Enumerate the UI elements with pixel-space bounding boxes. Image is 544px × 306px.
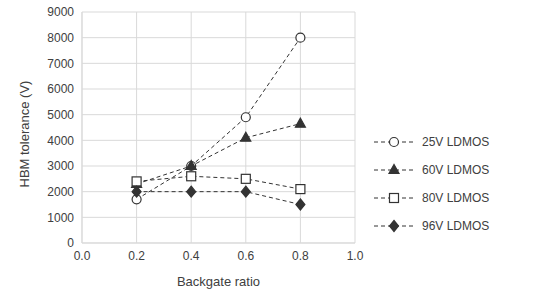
svg-text:0.4: 0.4 bbox=[183, 249, 200, 263]
svg-text:4000: 4000 bbox=[47, 134, 74, 148]
html-text:25V LDMOS: 25V LDMOS bbox=[422, 135, 490, 149]
svg-text:0.6: 0.6 bbox=[237, 249, 254, 263]
svg-text:8000: 8000 bbox=[47, 31, 74, 45]
svg-text:3000: 3000 bbox=[47, 159, 74, 173]
html-text:80V LDMOS: 80V LDMOS bbox=[422, 191, 490, 205]
svg-text:6000: 6000 bbox=[47, 82, 74, 96]
svg-text:7000: 7000 bbox=[47, 57, 74, 71]
svg-text:1000: 1000 bbox=[47, 211, 74, 225]
html-text:60V LDMOS: 60V LDMOS bbox=[422, 163, 490, 177]
svg-text:HBM tolerance (V): HBM tolerance (V) bbox=[17, 81, 32, 188]
html-text:96V LDMOS: 96V LDMOS bbox=[422, 219, 490, 233]
svg-text:0.8: 0.8 bbox=[292, 249, 309, 263]
svg-text:5000: 5000 bbox=[47, 108, 74, 122]
svg-text:0.0: 0.0 bbox=[74, 249, 91, 263]
svg-text:2000: 2000 bbox=[47, 185, 74, 199]
svg-text:Backgate ratio: Backgate ratio bbox=[177, 274, 260, 289]
svg-text:9000: 9000 bbox=[47, 5, 74, 19]
svg-text:0.2: 0.2 bbox=[128, 249, 145, 263]
svg-text:0: 0 bbox=[67, 236, 74, 250]
svg-text:1.0: 1.0 bbox=[347, 249, 364, 263]
